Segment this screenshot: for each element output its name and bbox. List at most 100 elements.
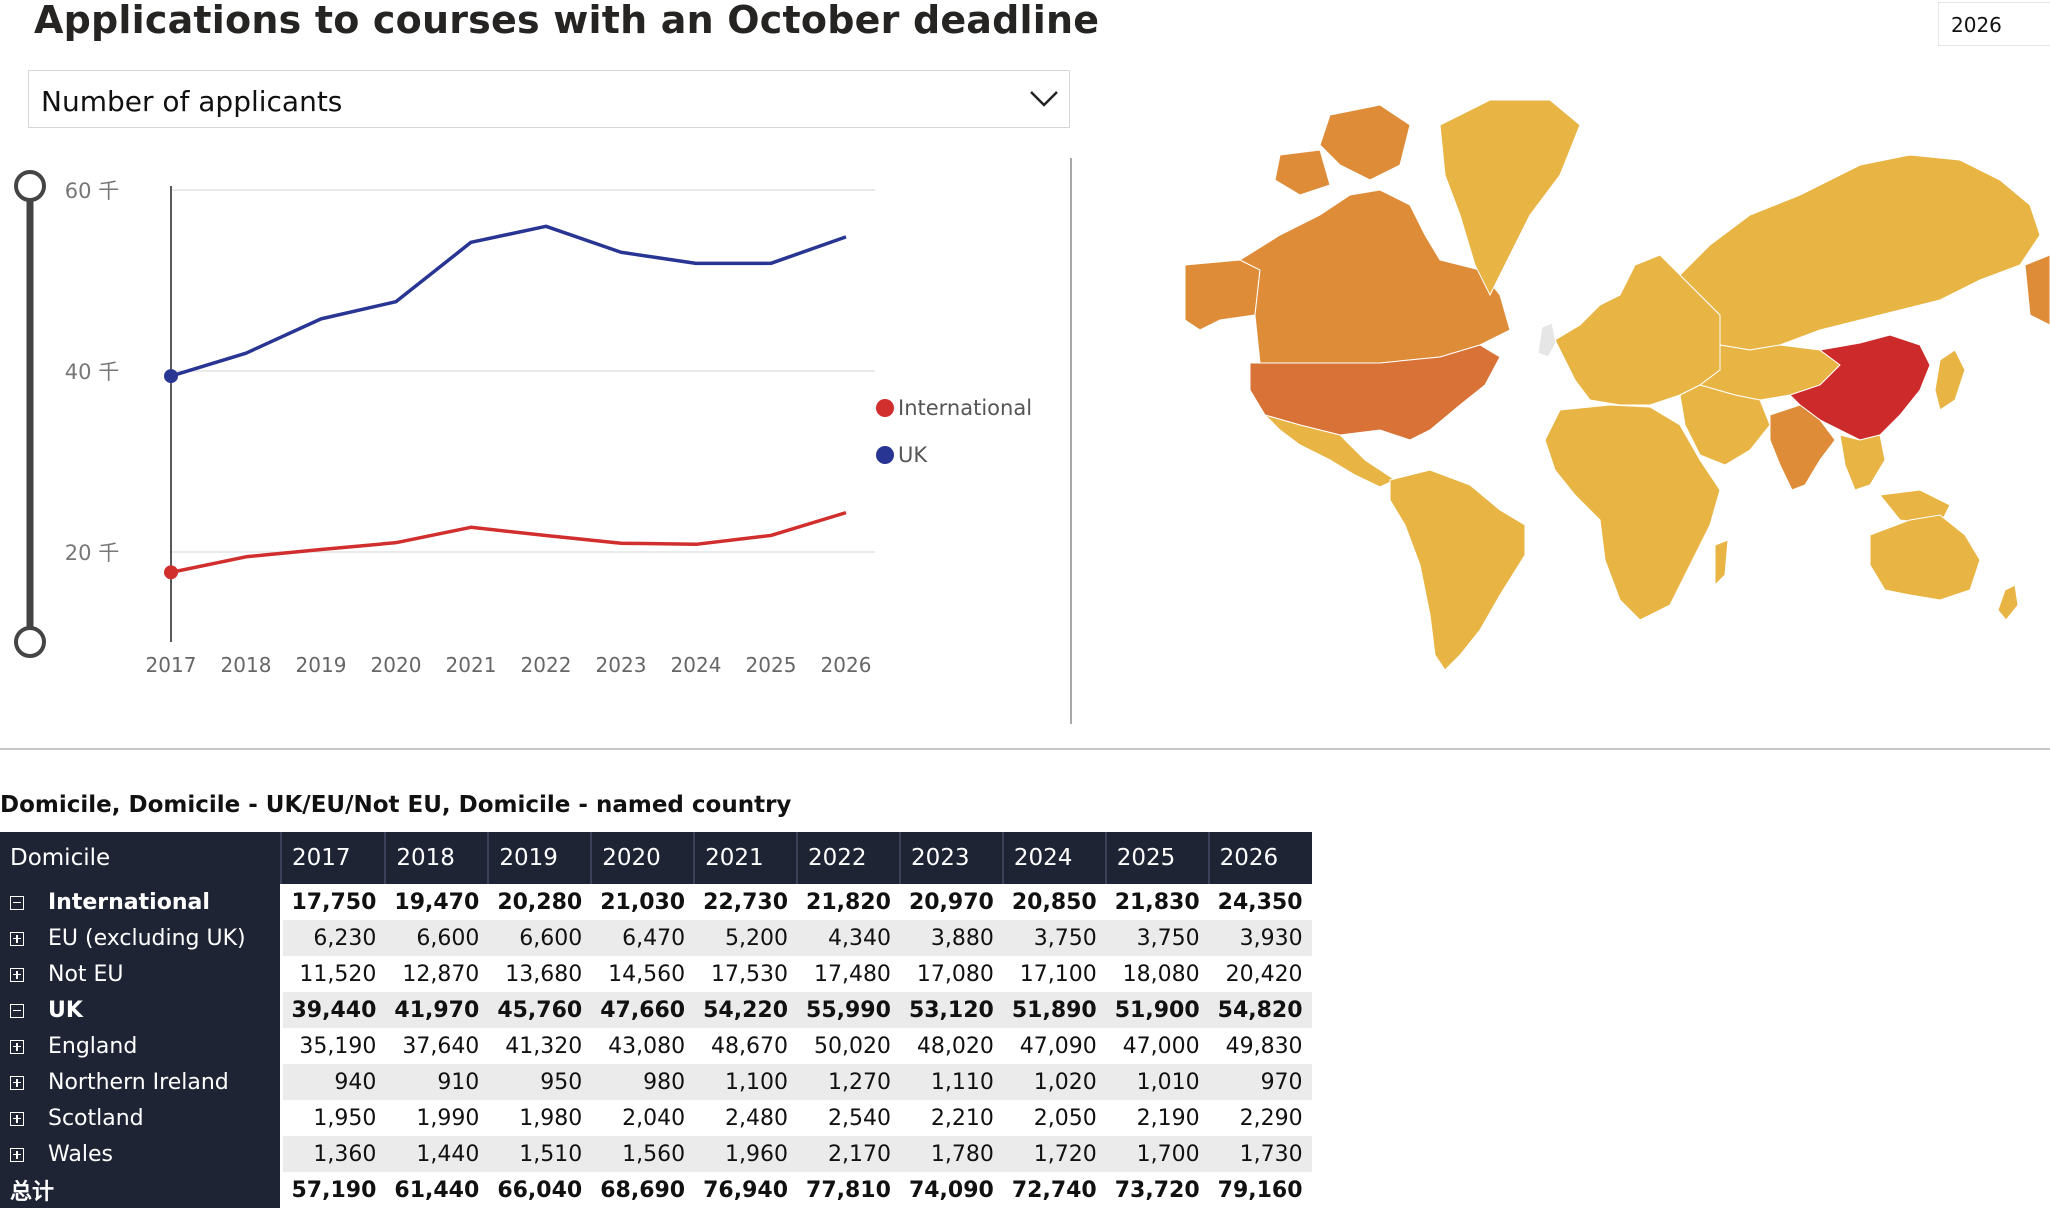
table-cell: 17,480 <box>813 961 891 987</box>
column-header-2022[interactable]: 2022 <box>796 832 900 884</box>
table-cell: 2,540 <box>827 1105 891 1131</box>
expand-plus-icon[interactable] <box>10 1075 24 1090</box>
x-tick-label-2023: 2023 <box>596 653 647 677</box>
table-cell: 20,850 <box>1011 889 1097 915</box>
expand-plus-icon[interactable] <box>10 1111 24 1126</box>
row-label: 总计 <box>10 1180 55 1205</box>
column-header-2021[interactable]: 2021 <box>693 832 798 884</box>
world-map[interactable] <box>1180 95 2050 675</box>
matrix-table: Domicile 2017 2018 2019 2020 2021 2022 2023 2024… <box>0 832 1312 1208</box>
table-cell: 2,040 <box>622 1105 686 1131</box>
legend-label-uk: UK <box>898 443 928 467</box>
x-tick-label-2026: 2026 <box>821 653 872 677</box>
column-header-2024[interactable]: 2024 <box>1001 832 1106 884</box>
table-cell: 17,530 <box>711 961 789 987</box>
table-cell: 2,050 <box>1033 1105 1097 1131</box>
x-tick-label-2022: 2022 <box>521 653 572 677</box>
table-cell: 6,600 <box>385 920 489 956</box>
table-cell: 1,100 <box>694 1064 798 1100</box>
table-cell: 48,020 <box>916 1033 994 1059</box>
table-cell: 47,090 <box>1019 1033 1097 1059</box>
series-point-uk-2017 <box>164 369 178 384</box>
row-label: Scotland <box>48 1105 144 1131</box>
measure-dropdown[interactable]: Number of applicants <box>28 70 1070 128</box>
table-row: UK 39,440 41,970 45,760 47,660 54,220 55,990 53… <box>0 992 1312 1028</box>
page-title: Applications to courses with an October … <box>34 0 1100 42</box>
map-australia <box>1869 514 1981 601</box>
table-cell: 6,230 <box>281 920 386 956</box>
year-slicer[interactable]: 2026 <box>1938 2 2050 46</box>
expand-plus-icon[interactable] <box>10 1147 24 1162</box>
table-cell: 940 <box>281 1064 386 1100</box>
column-header-2020[interactable]: 2020 <box>590 832 695 884</box>
table-cell: 22,730 <box>703 889 789 915</box>
row-header: Scotland <box>0 1100 283 1136</box>
table-cell: 68,690 <box>600 1177 686 1203</box>
table-cell: 76,940 <box>703 1177 789 1203</box>
column-header-2023[interactable]: 2023 <box>898 832 1003 884</box>
table-cell: 57,190 <box>291 1177 377 1203</box>
expand-plus-icon[interactable] <box>10 967 24 982</box>
row-header: Northern Ireland <box>0 1064 283 1100</box>
column-header-2025[interactable]: 2025 <box>1104 832 1209 884</box>
table-cell: 73,720 <box>1114 1177 1200 1203</box>
table-cell: 1,980 <box>519 1105 583 1131</box>
expand-plus-icon[interactable] <box>10 931 24 946</box>
table-cell: 17,100 <box>1019 961 1097 987</box>
table-cell: 1,510 <box>488 1136 592 1172</box>
range-slider-bottom-handle[interactable] <box>14 626 46 658</box>
table-row: 总计 57,190 61,440 66,040 68,690 76,940 77,810 74… <box>0 1172 1312 1208</box>
measure-dropdown-value: Number of applicants <box>41 85 343 118</box>
row-header: Wales <box>0 1136 283 1172</box>
table-cell: 950 <box>488 1064 592 1100</box>
table-cell: 1,560 <box>591 1136 695 1172</box>
table-cell: 41,970 <box>385 992 489 1028</box>
series-line-international <box>170 510 847 575</box>
table-cell: 1,720 <box>1002 1136 1106 1172</box>
expand-plus-icon[interactable] <box>10 1039 24 1054</box>
table-cell: 53,120 <box>899 992 1003 1028</box>
row-label: England <box>48 1033 138 1059</box>
table-cell: 19,470 <box>394 889 480 915</box>
table-cell: 980 <box>591 1064 695 1100</box>
x-tick-label-2019: 2019 <box>296 653 347 677</box>
table-cell: 2,480 <box>725 1105 789 1131</box>
x-tick-label-2020: 2020 <box>371 653 422 677</box>
table-cell: 2,170 <box>797 1136 900 1172</box>
collapse-minus-icon[interactable] <box>10 1003 24 1018</box>
table-cell: 72,740 <box>1011 1177 1097 1203</box>
row-header: EU (excluding UK) <box>0 920 283 956</box>
horizontal-divider <box>0 748 2050 750</box>
column-header-domicile[interactable]: Domicile <box>0 832 281 884</box>
column-header-2018[interactable]: 2018 <box>384 832 489 884</box>
column-header-2026[interactable]: 2026 <box>1207 832 1312 884</box>
x-tick-label-2024: 2024 <box>671 653 722 677</box>
table-cell: 41,320 <box>505 1033 583 1059</box>
table-row: Wales 1,360 1,440 1,510 1,560 1,960 2,170 1,780… <box>0 1136 1312 1172</box>
collapse-minus-icon[interactable] <box>10 895 24 910</box>
table-row: Northern Ireland 940 910 950 980 1,100 1,270 1,… <box>0 1064 1312 1100</box>
legend-label-international: International <box>898 396 1032 420</box>
x-tick-label-2017: 2017 <box>146 653 197 677</box>
table-cell: 20,970 <box>908 889 994 915</box>
row-label: UK <box>48 997 83 1023</box>
table-cell: 11,520 <box>299 961 377 987</box>
column-header-2017[interactable]: 2017 <box>279 832 386 884</box>
x-tick-label-2018: 2018 <box>221 653 272 677</box>
table-cell: 1,020 <box>1002 1064 1106 1100</box>
column-header-2019[interactable]: 2019 <box>487 832 592 884</box>
row-header: Not EU <box>0 956 283 992</box>
map-alaska <box>1184 259 1261 331</box>
row-label: Not EU <box>48 961 124 987</box>
map-africa <box>1544 404 1721 621</box>
y-tick-label-1: 40 千 <box>65 360 119 384</box>
table-cell: 21,820 <box>806 889 891 915</box>
row-header: International <box>0 884 283 920</box>
range-slider-top-handle[interactable] <box>14 170 46 202</box>
line-chart: 60 千 40 千 20 千 2017 2018 2019 2020 2021 2022 2023… <box>14 170 1032 677</box>
table-cell: 61,440 <box>394 1177 480 1203</box>
map-greenland <box>1439 99 1581 297</box>
table-cell: 1,990 <box>416 1105 480 1131</box>
x-tick-label-2025: 2025 <box>746 653 797 677</box>
table-cell: 910 <box>385 1064 489 1100</box>
